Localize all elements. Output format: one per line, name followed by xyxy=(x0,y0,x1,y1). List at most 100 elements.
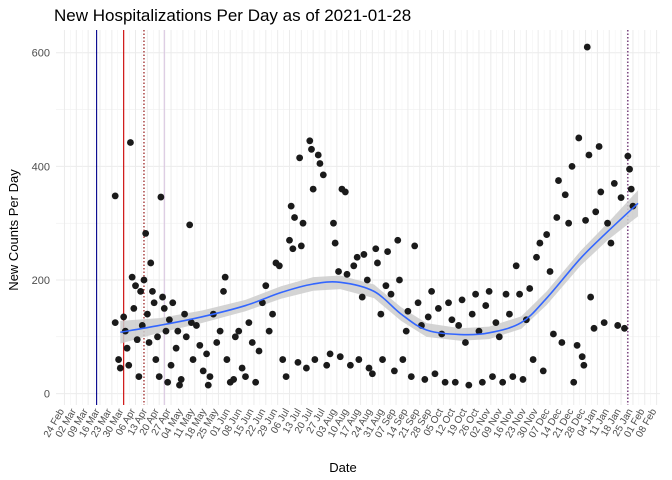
data-point xyxy=(492,319,500,327)
data-point xyxy=(458,296,466,304)
data-point xyxy=(181,310,188,318)
data-point xyxy=(509,373,517,380)
data-point xyxy=(546,268,554,275)
data-point xyxy=(627,185,635,193)
data-point xyxy=(421,376,429,383)
data-point xyxy=(155,373,163,380)
confidence-ribbon xyxy=(120,190,639,344)
data-point xyxy=(311,356,319,363)
data-point xyxy=(568,162,576,170)
data-point xyxy=(570,378,578,386)
data-point xyxy=(407,373,415,380)
data-point xyxy=(526,285,534,292)
data-point xyxy=(614,322,622,329)
data-point xyxy=(472,290,479,298)
data-point xyxy=(533,253,540,261)
data-point xyxy=(319,171,327,179)
data-point xyxy=(399,356,407,363)
data-point xyxy=(506,310,513,318)
confidence-band xyxy=(120,190,639,344)
data-point xyxy=(125,361,133,369)
data-point xyxy=(341,188,349,196)
data-point xyxy=(221,273,229,281)
data-point xyxy=(196,341,204,349)
data-point xyxy=(396,276,403,284)
data-point xyxy=(553,214,561,221)
data-point xyxy=(323,361,331,369)
data-point xyxy=(302,364,310,372)
data-point xyxy=(314,151,322,159)
data-point xyxy=(255,347,263,355)
data-point xyxy=(294,358,302,366)
data-point xyxy=(145,339,153,346)
data-point xyxy=(384,248,392,255)
data-point xyxy=(465,381,473,389)
data-point xyxy=(372,245,380,253)
y-tick-label: 600 xyxy=(32,48,50,60)
data-point xyxy=(238,364,246,372)
data-point xyxy=(597,188,605,196)
data-point xyxy=(580,361,588,369)
x-axis-label: Date xyxy=(329,460,356,475)
data-point xyxy=(387,290,395,298)
data-point xyxy=(343,270,351,278)
data-point xyxy=(149,287,156,295)
data-point xyxy=(565,219,573,227)
data-points xyxy=(111,43,637,389)
data-point xyxy=(629,202,637,210)
data-point xyxy=(169,299,177,307)
data-point xyxy=(289,245,297,253)
data-point xyxy=(223,356,231,363)
data-point xyxy=(539,367,547,375)
data-point xyxy=(448,316,456,324)
data-point xyxy=(275,262,283,270)
data-point xyxy=(331,239,339,247)
data-point xyxy=(330,219,337,227)
data-point xyxy=(204,381,212,389)
data-point xyxy=(402,327,410,335)
data-point xyxy=(309,185,317,193)
data-point xyxy=(485,287,493,295)
data-point xyxy=(445,299,452,307)
data-point xyxy=(578,353,586,361)
data-point xyxy=(462,339,469,346)
data-point xyxy=(355,356,363,363)
data-point xyxy=(159,293,166,301)
data-point xyxy=(137,287,144,295)
data-point xyxy=(455,322,463,329)
data-point xyxy=(377,310,385,318)
data-point xyxy=(519,376,527,383)
data-point xyxy=(382,282,390,290)
y-axis-label: New Counts Per Day xyxy=(6,169,21,291)
data-point xyxy=(160,305,168,312)
data-point xyxy=(543,231,551,238)
data-point xyxy=(296,154,304,162)
data-point xyxy=(157,193,165,201)
data-point xyxy=(441,378,449,386)
data-point xyxy=(132,282,139,290)
data-point xyxy=(259,299,266,307)
data-point xyxy=(404,307,412,315)
data-point xyxy=(626,165,633,173)
data-point xyxy=(575,134,583,142)
data-point xyxy=(336,353,344,361)
data-point xyxy=(587,293,595,301)
data-point xyxy=(516,290,523,298)
data-point xyxy=(326,350,334,358)
data-point xyxy=(193,322,200,329)
data-point xyxy=(162,327,170,335)
data-point xyxy=(287,202,295,210)
y-tick-label: 200 xyxy=(32,275,50,287)
data-point xyxy=(374,259,381,267)
y-tick-label: 400 xyxy=(32,161,50,173)
data-point xyxy=(189,356,197,363)
data-point xyxy=(111,192,119,200)
data-point xyxy=(120,313,128,321)
smooth-trend xyxy=(120,202,639,336)
data-point xyxy=(269,310,276,318)
data-point xyxy=(154,333,161,341)
data-point xyxy=(199,367,207,375)
data-point xyxy=(252,378,260,386)
